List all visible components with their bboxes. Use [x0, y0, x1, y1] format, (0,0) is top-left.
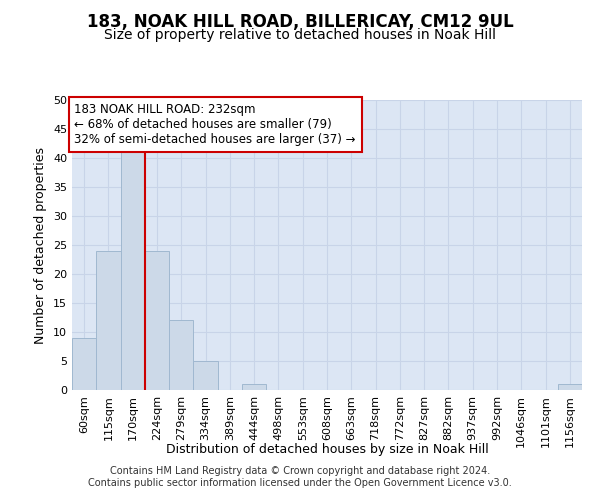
Y-axis label: Number of detached properties: Number of detached properties: [34, 146, 47, 344]
Text: 183 NOAK HILL ROAD: 232sqm
← 68% of detached houses are smaller (79)
32% of semi: 183 NOAK HILL ROAD: 232sqm ← 68% of deta…: [74, 103, 356, 146]
Text: Distribution of detached houses by size in Noak Hill: Distribution of detached houses by size …: [166, 442, 488, 456]
Bar: [145, 251, 169, 390]
Bar: [96, 251, 121, 390]
Text: Contains HM Land Registry data © Crown copyright and database right 2024.
Contai: Contains HM Land Registry data © Crown c…: [88, 466, 512, 487]
Text: Size of property relative to detached houses in Noak Hill: Size of property relative to detached ho…: [104, 28, 496, 42]
Bar: [169, 320, 193, 390]
Bar: [72, 338, 96, 390]
Text: 183, NOAK HILL ROAD, BILLERICAY, CM12 9UL: 183, NOAK HILL ROAD, BILLERICAY, CM12 9U…: [86, 12, 514, 30]
Bar: [193, 361, 218, 390]
Bar: [121, 152, 145, 390]
Bar: [558, 384, 582, 390]
Bar: [242, 384, 266, 390]
